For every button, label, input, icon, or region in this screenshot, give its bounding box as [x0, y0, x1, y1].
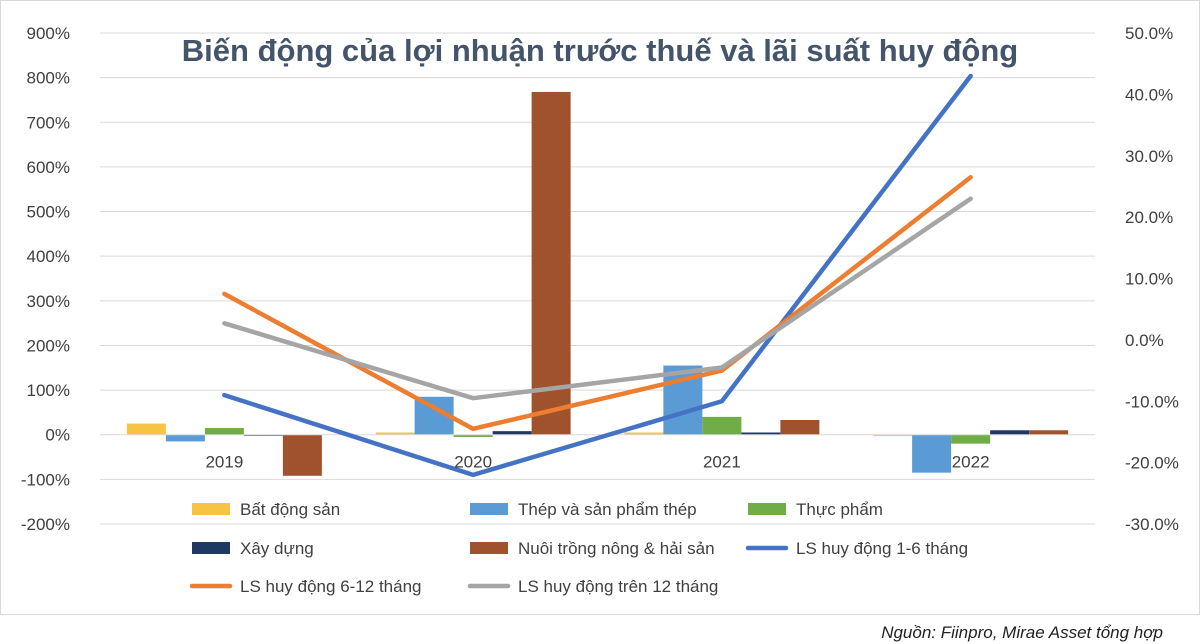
bar: [1029, 430, 1069, 435]
legend-swatch: [192, 542, 230, 554]
bar: [624, 432, 664, 435]
bar: [165, 434, 205, 442]
bar: [912, 434, 952, 473]
legend-label: Xây dựng: [240, 539, 314, 558]
category-label: 2021: [703, 453, 741, 472]
legend-swatch: [748, 503, 786, 515]
legend-label: LS huy động 1-6 tháng: [796, 539, 968, 558]
right-tick-label: 10.0%: [1125, 270, 1173, 289]
series-line: [222, 73, 973, 478]
left-tick-label: 400%: [27, 247, 70, 266]
legend-label: Nuôi trồng nông & hải sản: [518, 539, 715, 558]
legend-label: Thép và sản phẩm thép: [518, 500, 697, 519]
bars: [126, 91, 1069, 476]
bar: [531, 91, 571, 435]
legend-swatch: [470, 542, 508, 554]
category-label: 2022: [952, 453, 990, 472]
left-tick-label: 300%: [27, 292, 70, 311]
bar: [375, 432, 415, 435]
right-tick-label: 50.0%: [1125, 24, 1173, 43]
legend: Bất động sản Thép và sản phẩm thép Thực ph…: [189, 500, 968, 596]
right-axis-ticks: -30.0% -20.0% -10.0% 0.0% 10.0% 20.0% 30.0% 40.…: [1125, 24, 1179, 534]
right-tick-label: 30.0%: [1125, 147, 1173, 166]
left-tick-label: 700%: [27, 113, 70, 132]
legend-swatch: [192, 503, 230, 515]
bar: [204, 428, 244, 435]
bar: [126, 423, 166, 435]
left-tick-label: 100%: [27, 381, 70, 400]
legend-label: Bất động sản: [240, 500, 340, 519]
bar: [741, 432, 781, 435]
category-labels: 2019 2020 2021 2022: [205, 453, 989, 472]
bar: [780, 419, 820, 435]
legend-label: LS huy động 6-12 tháng: [240, 577, 421, 596]
legend-swatch: [470, 503, 508, 515]
right-tick-label: -30.0%: [1125, 515, 1179, 534]
category-label: 2020: [454, 453, 492, 472]
legend-label: LS huy động trên 12 tháng: [518, 577, 718, 596]
lines: [222, 73, 973, 478]
right-tick-label: 0.0%: [1125, 331, 1164, 350]
left-tick-label: 0%: [45, 426, 70, 445]
left-axis-ticks: -200% -100% 0% 100% 200% 300% 400% 500% 600% 700%…: [21, 24, 70, 534]
left-tick-label: -200%: [21, 515, 70, 534]
source-note: Nguồn: Fiinpro, Mirae Asset tổng hợp: [881, 623, 1163, 642]
gridlines: [100, 32, 1095, 525]
bar: [453, 434, 493, 437]
left-tick-label: 900%: [27, 24, 70, 43]
left-tick-label: 600%: [27, 158, 70, 177]
category-label: 2019: [205, 453, 243, 472]
series-line: [222, 196, 973, 401]
left-tick-label: 200%: [27, 336, 70, 355]
bar: [873, 434, 913, 437]
legend-label: Thực phẩm: [796, 500, 883, 519]
bar: [702, 416, 742, 435]
left-tick-label: -100%: [21, 470, 70, 489]
right-tick-label: -20.0%: [1125, 454, 1179, 473]
right-tick-label: -10.0%: [1125, 392, 1179, 411]
bar: [990, 430, 1030, 435]
bar: [492, 431, 532, 435]
plot-border: [0, 0, 1200, 615]
bar: [282, 434, 322, 476]
left-tick-label: 500%: [27, 203, 70, 222]
left-tick-label: 800%: [27, 69, 70, 88]
bar: [951, 434, 991, 444]
right-tick-label: 20.0%: [1125, 208, 1173, 227]
chart-title: Biến động của lợi nhuận trước thuế và lã…: [182, 33, 1018, 68]
right-tick-label: 40.0%: [1125, 85, 1173, 104]
